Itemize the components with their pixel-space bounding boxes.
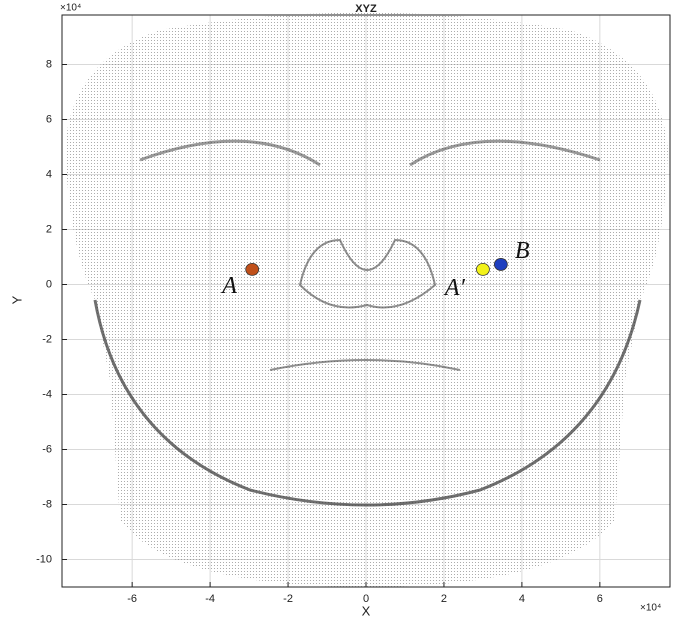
y-tick-label: 8 [46, 58, 52, 70]
y-scale-label: ×10⁴ [60, 3, 81, 14]
chart: XYZ X Y ×10⁴ ×10⁴ -6 -4 -2 0 2 4 6 -10 -8 -6 -4 -2 0… [0, 0, 683, 620]
x-tick-label: 2 [441, 593, 447, 605]
point-label: A [220, 273, 237, 299]
y-tick-label: 0 [46, 278, 52, 290]
x-scale-label: ×10⁴ [640, 603, 661, 614]
point [246, 263, 259, 275]
point-label: B [515, 238, 530, 264]
chart-title: XYZ [355, 3, 377, 15]
x-axis-label: X [362, 603, 371, 618]
x-tick-label: -4 [205, 593, 215, 605]
y-tick-label: -2 [42, 333, 52, 345]
y-tick-label: 4 [46, 168, 52, 180]
y-tick-label: -4 [42, 388, 52, 400]
page: {"chart_data": {"type": "scatter", "titl… [0, 0, 683, 620]
x-tick-label: -6 [127, 593, 137, 605]
point-cloud [65, 13, 668, 588]
y-tick-label: -10 [36, 553, 52, 565]
y-axis-label: Y [9, 295, 24, 304]
x-tick-label: 0 [363, 593, 369, 605]
y-tick-label: 2 [46, 223, 52, 235]
y-tick-label: 6 [46, 113, 52, 125]
point [476, 263, 489, 275]
y-tick-label: -8 [42, 498, 52, 510]
x-tick-label: -2 [283, 593, 293, 605]
x-tick-label: 4 [519, 593, 525, 605]
point-label: A′ [443, 275, 466, 301]
point [494, 258, 507, 270]
x-tick-label: 6 [597, 593, 603, 605]
y-tick-label: -6 [42, 443, 52, 455]
